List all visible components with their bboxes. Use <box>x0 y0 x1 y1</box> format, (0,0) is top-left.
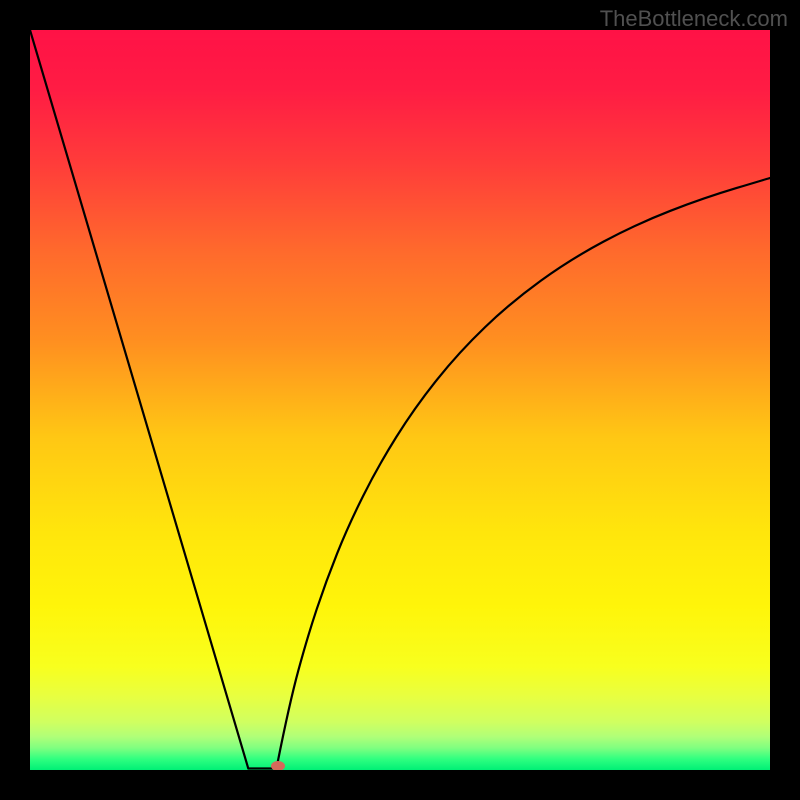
bottleneck-curve <box>30 30 770 770</box>
chart-container: TheBottleneck.com <box>0 0 800 800</box>
watermark-text: TheBottleneck.com <box>600 6 788 32</box>
curve-path <box>30 30 770 769</box>
optimum-marker <box>271 761 285 770</box>
plot-area <box>30 30 770 770</box>
